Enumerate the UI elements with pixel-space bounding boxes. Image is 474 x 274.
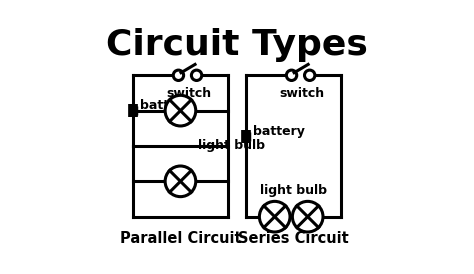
Text: switch: switch (279, 87, 324, 100)
Text: Series Circuit: Series Circuit (238, 231, 349, 246)
Text: Parallel Circuit: Parallel Circuit (119, 231, 241, 246)
Text: battery: battery (254, 125, 305, 138)
Circle shape (165, 166, 196, 197)
Text: Circuit Types: Circuit Types (106, 28, 368, 62)
Circle shape (173, 70, 183, 81)
Text: battery: battery (140, 99, 192, 112)
Text: switch: switch (166, 87, 211, 100)
Circle shape (165, 95, 196, 126)
Circle shape (292, 201, 323, 232)
Circle shape (286, 70, 297, 81)
Text: light bulb: light bulb (260, 184, 327, 197)
Circle shape (304, 70, 315, 81)
Circle shape (191, 70, 202, 81)
Text: light bulb: light bulb (198, 139, 265, 153)
Circle shape (259, 201, 290, 232)
